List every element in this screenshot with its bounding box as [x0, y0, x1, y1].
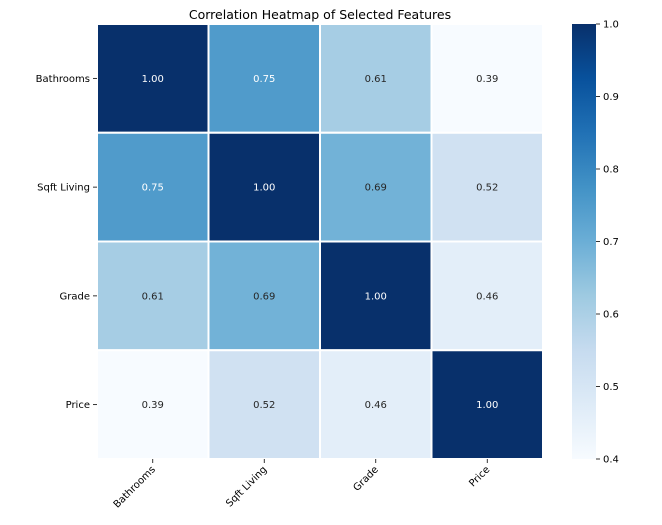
cell-value-label: 0.75 — [142, 183, 164, 194]
cell-value-label: 0.52 — [253, 400, 275, 411]
cell-value-label: 0.69 — [365, 183, 387, 194]
heatmap-cells — [96, 23, 544, 460]
cell-value-label: 0.75 — [253, 74, 275, 85]
y-tick-label: Bathrooms — [36, 74, 90, 85]
colorbar-gradient — [572, 24, 596, 459]
cell-value-label: 1.00 — [253, 183, 275, 194]
cell-value-label: 0.69 — [253, 291, 275, 302]
x-tick-label: Grade — [352, 464, 381, 493]
chart-title: Correlation Heatmap of Selected Features — [189, 7, 451, 22]
cell-value-label: 0.39 — [476, 74, 498, 85]
y-tick-label: Grade — [60, 291, 91, 302]
heatmap-cell — [430, 240, 544, 352]
cell-value-label: 0.61 — [142, 291, 164, 302]
colorbar-tick-label: 0.4 — [603, 455, 619, 466]
cell-value-label: 0.46 — [476, 291, 498, 302]
colorbar-tick-label: 0.5 — [603, 382, 619, 393]
cell-value-label: 0.39 — [142, 400, 164, 411]
y-axis-ticks: Bathrooms Sqft Living Grade Price — [36, 74, 97, 411]
colorbar-tick-label: 0.7 — [603, 237, 619, 248]
cell-value-label: 1.00 — [142, 74, 164, 85]
heatmap-cell — [207, 23, 321, 134]
cell-value-label: 0.46 — [365, 400, 387, 411]
heatmap-cell — [207, 240, 321, 352]
x-tick-label: Price — [467, 464, 492, 489]
cell-value-label: 1.00 — [365, 291, 387, 302]
y-tick-label: Sqft Living — [37, 183, 90, 194]
x-tick-label: Bathrooms — [112, 464, 158, 510]
colorbar-tick-label: 0.8 — [603, 165, 619, 176]
heatmap-cell-labels: 1.00 0.75 0.61 0.39 0.75 1.00 0.69 0.52 0.61 0.69… — [142, 74, 499, 411]
heatmap-cell — [207, 131, 321, 243]
cell-value-label: 0.52 — [476, 183, 498, 194]
heatmap-cell — [430, 131, 544, 243]
colorbar-tick-label: 1.0 — [603, 20, 619, 31]
colorbar: 1.0 0.9 0.8 0.7 0.6 0.5 0.4 — [572, 20, 619, 466]
heatmap-cell — [319, 23, 433, 134]
heatmap-cell — [430, 349, 544, 460]
heatmap-cell — [96, 23, 210, 134]
colorbar-tick-label: 0.6 — [603, 310, 619, 321]
cell-value-label: 1.00 — [476, 400, 498, 411]
y-tick-label: Price — [66, 400, 90, 411]
heatmap-cell — [430, 23, 544, 134]
x-tick-label: Sqft Living — [224, 464, 269, 509]
colorbar-tick-label: 0.9 — [603, 92, 619, 103]
heatmap-cell — [207, 349, 321, 460]
x-axis-ticks: Bathrooms Sqft Living Grade Price — [112, 459, 492, 511]
cell-value-label: 0.61 — [365, 74, 387, 85]
